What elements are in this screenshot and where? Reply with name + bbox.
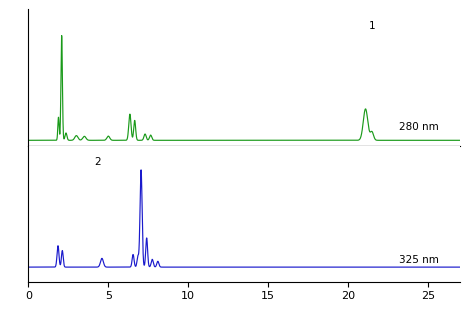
Text: 1: 1 [369,21,375,31]
Text: 280 nm: 280 nm [399,122,439,132]
Text: 325 nm: 325 nm [399,255,439,265]
Text: 2: 2 [95,157,101,167]
